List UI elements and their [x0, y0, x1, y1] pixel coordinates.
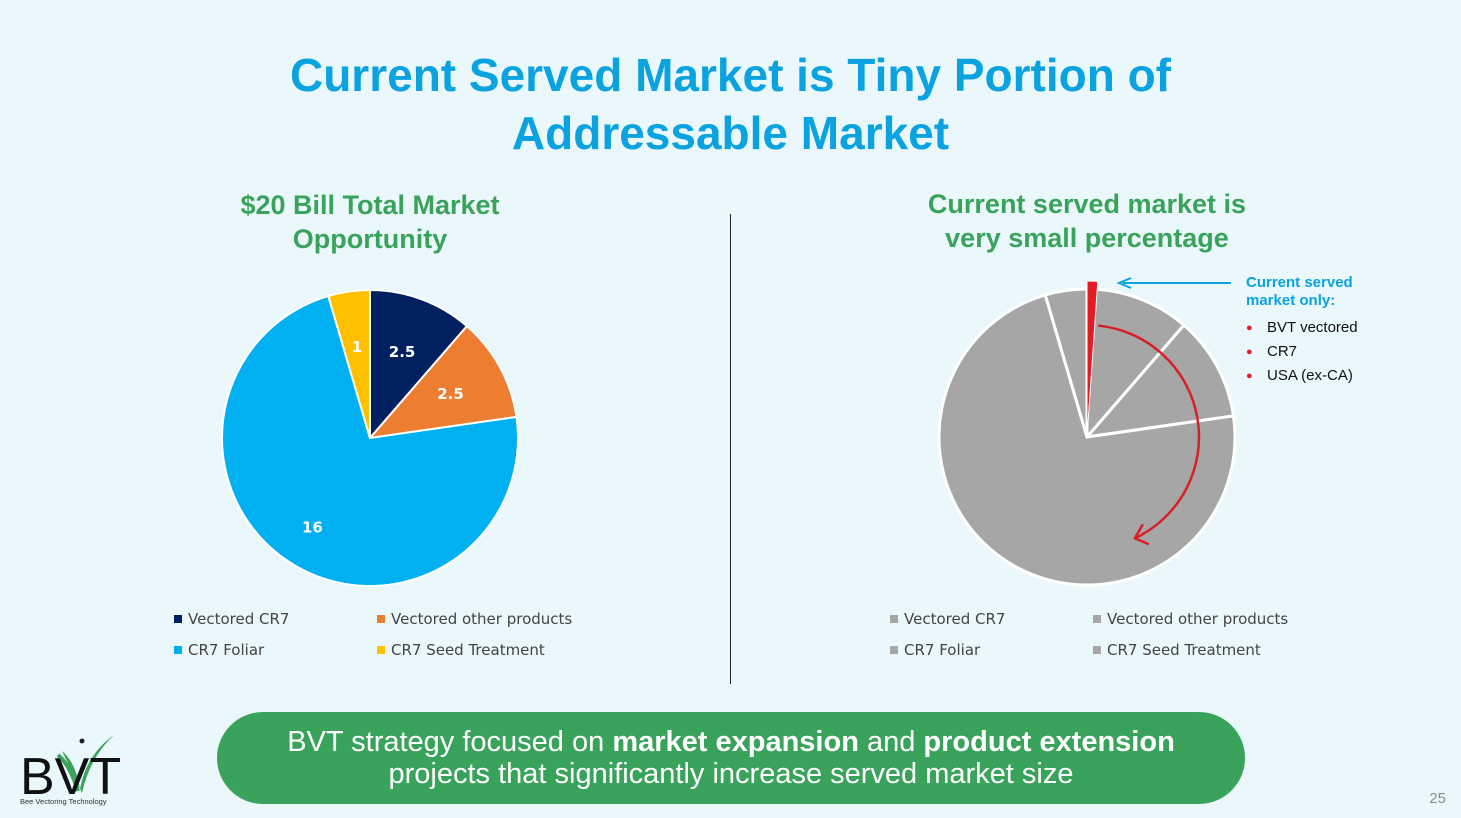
- legend-item-cr7-seed-treatment: CR7 Seed Treatment: [1093, 641, 1261, 659]
- logo-leaf-icon: [62, 735, 114, 793]
- pie-slice-vectored-other-products: [1083, 323, 1236, 440]
- page-number: 25: [1429, 790, 1446, 807]
- banner-line-2: projects that significantly increase ser…: [388, 758, 1074, 790]
- legend-label: Vectored other products: [391, 610, 573, 628]
- bvt-logo: BVT Bee Vectoring Technology: [18, 733, 138, 808]
- data-label-vectored-cr7: 2.5: [389, 343, 416, 361]
- left-pie-chart: 2.5 2.5 16 1: [221, 288, 519, 587]
- slide-title-line-2: Addressable Market: [511, 107, 950, 159]
- served-market-highlight-slice: [1086, 280, 1099, 438]
- logo-tagline: Bee Vectoring Technology: [20, 797, 107, 806]
- growth-arrowhead-icon: [1133, 523, 1150, 546]
- right-chart-title-line-1: Current served market is: [927, 189, 1247, 219]
- data-label-vectored-other-products: 2.5: [437, 385, 464, 403]
- bullet-dot-icon: ●: [1246, 346, 1253, 358]
- right-chart-title-line-2: very small percentage: [945, 223, 1229, 253]
- legend-item-cr7-foliar: CR7 Foliar: [174, 641, 264, 659]
- pie-slice-vectored-cr7: [369, 288, 469, 441]
- legend-swatch: [1093, 646, 1101, 654]
- legend-label: CR7 Foliar: [188, 641, 265, 659]
- slide-title: Current Served Market is Tiny Portion of…: [0, 46, 1461, 162]
- right-chart-title: Current served market is very small perc…: [887, 187, 1287, 255]
- banner-line-1: BVT strategy focused on market expansion…: [287, 726, 1175, 758]
- legend-item-vectored-other-products: Vectored other products: [377, 610, 572, 628]
- legend-item-vectored-other-products: Vectored other products: [1093, 610, 1288, 628]
- legend-item-cr7-seed-treatment: CR7 Seed Treatment: [377, 641, 545, 659]
- callout-arrowhead-icon: [1116, 277, 1132, 289]
- callout-list: ● BVT vectored ● CR7 ● USA (ex-CA): [1246, 316, 1446, 388]
- callout-item: ● USA (ex-CA): [1246, 364, 1446, 388]
- banner-bold-market-expansion: market expansion: [612, 726, 859, 758]
- legend-swatch: [174, 646, 182, 654]
- legend-label: CR7 Seed Treatment: [1107, 641, 1261, 659]
- banner-bold-product-extension: product extension: [923, 726, 1175, 758]
- logo-stem-icon: [56, 753, 80, 792]
- callout-item: ● BVT vectored: [1246, 316, 1446, 340]
- callout-title: Current served market only:: [1246, 274, 1446, 310]
- served-market-callout: Current served market only: ● BVT vectore…: [1246, 274, 1446, 388]
- legend-label: CR7 Foliar: [904, 641, 981, 659]
- pie-slice-cr7-seed-treatment: [327, 288, 371, 439]
- left-chart-title: $20 Bill Total Market Opportunity: [170, 188, 570, 256]
- legend-swatch: [890, 646, 898, 654]
- legend-swatch: [1093, 615, 1101, 623]
- bullet-dot-icon: ●: [1246, 322, 1253, 334]
- legend-swatch: [377, 615, 385, 623]
- callout-title-line-1: Current served: [1246, 274, 1353, 291]
- legend-swatch: [377, 646, 385, 654]
- right-pie-chart: [937, 277, 1237, 587]
- legend-swatch: [174, 615, 182, 623]
- logo-text: BVT: [20, 748, 121, 806]
- legend-label: Vectored CR7: [904, 610, 1006, 628]
- legend-swatch: [890, 615, 898, 623]
- right-legend: Vectored CR7 Vectored other products CR7 F…: [890, 610, 1310, 670]
- pie-slice-vectored-other-products: [367, 324, 518, 440]
- legend-item-vectored-cr7: Vectored CR7: [174, 610, 289, 628]
- callout-item: ● CR7: [1246, 340, 1446, 364]
- bvt-logo-icon: BVT Bee Vectoring Technology: [20, 735, 121, 806]
- left-chart-title-line-2: Opportunity: [292, 224, 448, 254]
- column-divider: [730, 214, 731, 684]
- growth-arrow-icon: [1098, 324, 1201, 540]
- bullet-dot-icon: ●: [1246, 370, 1253, 382]
- legend-label: CR7 Seed Treatment: [391, 641, 545, 659]
- legend-item-vectored-cr7: Vectored CR7: [890, 610, 1005, 628]
- slide-title-line-1: Current Served Market is Tiny Portion of: [289, 49, 1171, 101]
- pie-slice-cr7-foliar: [221, 294, 519, 587]
- pie-slice-cr7-foliar: [937, 293, 1237, 587]
- strategy-banner: BVT strategy focused on market expansion…: [217, 712, 1245, 804]
- left-legend: Vectored CR7 Vectored other products CR7 F…: [174, 610, 594, 670]
- callout-title-line-2: market only:: [1246, 292, 1336, 309]
- left-chart-title-line-1: $20 Bill Total Market: [240, 190, 500, 220]
- logo-bee-icon: [79, 738, 85, 744]
- data-label-cr7-foliar: 16: [302, 519, 323, 537]
- legend-label: Vectored other products: [1107, 610, 1289, 628]
- legend-item-cr7-foliar: CR7 Foliar: [890, 641, 980, 659]
- legend-label: Vectored CR7: [188, 610, 290, 628]
- data-label-cr7-seed-treatment: 1: [352, 338, 362, 356]
